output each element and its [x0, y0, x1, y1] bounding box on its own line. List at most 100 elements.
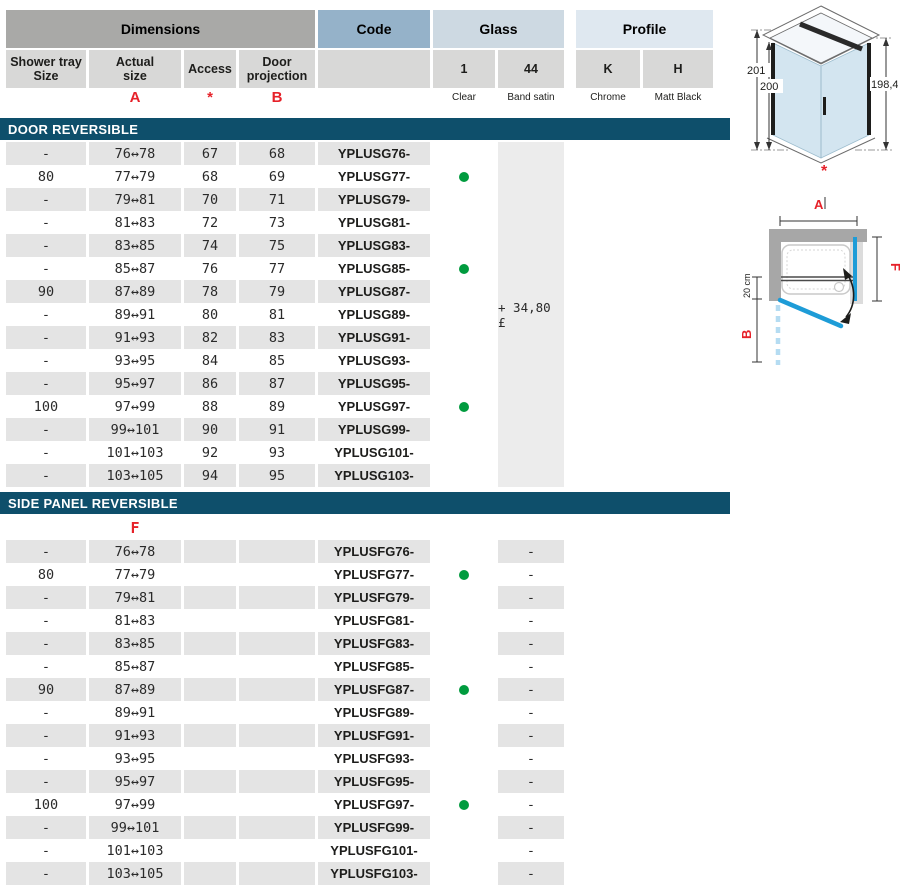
glass-band-cell: -: [498, 586, 564, 609]
spacer-cell: [567, 188, 573, 211]
iso-enclosure-diagram: 201 200 198,4 *: [745, 5, 898, 180]
projection-cell: [239, 724, 315, 747]
code-cell: YPLUSG89-: [337, 307, 411, 322]
actual-size-cell: 79↔81: [89, 188, 181, 211]
caption-empty: [6, 90, 86, 112]
glass-clear-cell: [433, 701, 495, 724]
section-title-bar: DOOR REVERSIBLE: [0, 118, 730, 140]
group-header-row: Dimensions Code Glass Profile: [6, 10, 730, 48]
actual-size-cell: 79↔81: [89, 586, 181, 609]
profile-black-cell: [643, 234, 713, 257]
access-cell: 72: [201, 214, 219, 231]
spec-table: Dimensions Code Glass Profile Shower tra…: [0, 10, 730, 885]
access-cell: 70: [184, 188, 236, 211]
glass-clear-cell: [433, 586, 495, 609]
projection-cell: 77: [268, 260, 286, 277]
code-cell: YPLUSFG93-: [333, 751, 415, 766]
tray-size-cell: -: [6, 632, 86, 655]
actual-size-cell: 103↔105: [89, 862, 181, 885]
glass-clear-cell: [433, 747, 495, 770]
actual-size-cell: 87↔89: [89, 280, 181, 303]
actual-size-cell: 83↔85: [89, 234, 181, 257]
profile-chrome-cell: [576, 816, 640, 839]
letter-star: *: [207, 89, 213, 106]
spacer-cell: [567, 793, 573, 816]
section-rows: -76↔78 67 68 YPLUSG76- 80 77↔79 68 69 YPLUSG77- -…: [0, 142, 730, 487]
profile-black-cell: [643, 395, 713, 418]
spacer-cell: [567, 349, 573, 372]
profile-black-cell: [643, 770, 713, 793]
code-cell: YPLUSG95-: [318, 372, 430, 395]
projection-cell: [239, 586, 315, 609]
spacer-cell: [567, 165, 573, 188]
code-cell: YPLUSG93-: [337, 353, 411, 368]
projection-cell: 79: [239, 280, 315, 303]
caption-matt-black: Matt Black: [654, 92, 702, 103]
table-row: -83↔85 74 75 YPLUSG83-: [6, 234, 730, 257]
glass-band-cell: -: [526, 750, 536, 767]
glass-band-cell: -: [498, 632, 564, 655]
plan-view-diagram: A F 20 cm B: [739, 197, 900, 365]
glass-band-cell: -: [498, 540, 564, 563]
tray-size-cell: -: [41, 842, 51, 859]
access-cell: [184, 701, 236, 724]
code-cell: YPLUSFG85-: [333, 659, 415, 674]
projection-cell: 73: [268, 214, 286, 231]
tray-size-cell: -: [6, 464, 86, 487]
table-row: 80 77↔79 68 69 YPLUSG77-: [6, 165, 730, 188]
glass-band-cell: -: [498, 724, 564, 747]
profile-black-cell: [643, 303, 713, 326]
table-row: - 85↔87 YPLUSFG85- -: [6, 655, 730, 678]
profile-chrome-cell: [576, 839, 640, 862]
code-cell: YPLUSG76-: [318, 142, 430, 165]
profile-group-header: Profile: [576, 10, 713, 48]
glass-clear-cell: [433, 349, 495, 372]
glass-clear-cell: [433, 142, 495, 165]
profile-black-cell: [643, 540, 713, 563]
tray-size-cell: -: [41, 658, 51, 675]
profile-chrome-cell: [576, 211, 640, 234]
access-cell: 78: [184, 280, 236, 303]
code-cell: YPLUSFG95-: [318, 770, 430, 793]
profile-chrome-cell: [576, 257, 640, 280]
profile-black-cell: [643, 862, 713, 885]
profile-black-cell: [643, 188, 713, 211]
spacer-cell: [567, 395, 573, 418]
caption-clear: Clear: [452, 92, 476, 103]
actual-size-cell: 99↔101: [89, 418, 181, 441]
profile-black-cell: [643, 747, 713, 770]
profile-black-cell: [643, 165, 713, 188]
access-cell: [184, 632, 236, 655]
code-cell: YPLUSG97-: [337, 399, 411, 414]
actual-size-cell: 95↔97: [89, 372, 181, 395]
profile-chrome-cell: [576, 142, 640, 165]
profile-chrome-cell: [576, 632, 640, 655]
tray-size-cell: 90: [6, 678, 86, 701]
projection-header: Door projection: [239, 50, 315, 88]
profile-black-cell: [643, 257, 713, 280]
table-row: - 101↔103 92 93 YPLUSG101-: [6, 441, 730, 464]
profile-chrome-cell: [576, 464, 640, 487]
code-cell: YPLUSFG101-: [330, 843, 418, 858]
glass-band-cell: -: [526, 796, 536, 813]
projection-cell: [239, 770, 315, 793]
glass-clear-cell: [433, 326, 495, 349]
actual-size-cell: 91↔93: [89, 724, 181, 747]
code-cell: YPLUSG87-: [318, 280, 430, 303]
code-cell: YPLUSG103-: [318, 464, 430, 487]
projection-cell: [239, 678, 315, 701]
profile-chrome-cell: [576, 655, 640, 678]
access-cell: [184, 816, 236, 839]
profile-black-cell: [643, 586, 713, 609]
caption-band-satin: Band satin: [507, 92, 555, 103]
glass-band-price: + 34,80 £: [498, 142, 564, 487]
code-group-header: Code: [318, 10, 430, 48]
profile-black-cell: [643, 441, 713, 464]
access-cell: [184, 793, 236, 816]
glass-clear-cell: [433, 188, 495, 211]
projection-cell: 71: [239, 188, 315, 211]
table-row: -95↔97 YPLUSFG95- -: [6, 770, 730, 793]
spacer-cell: [567, 372, 573, 395]
glass-clear-cell: [433, 862, 495, 885]
